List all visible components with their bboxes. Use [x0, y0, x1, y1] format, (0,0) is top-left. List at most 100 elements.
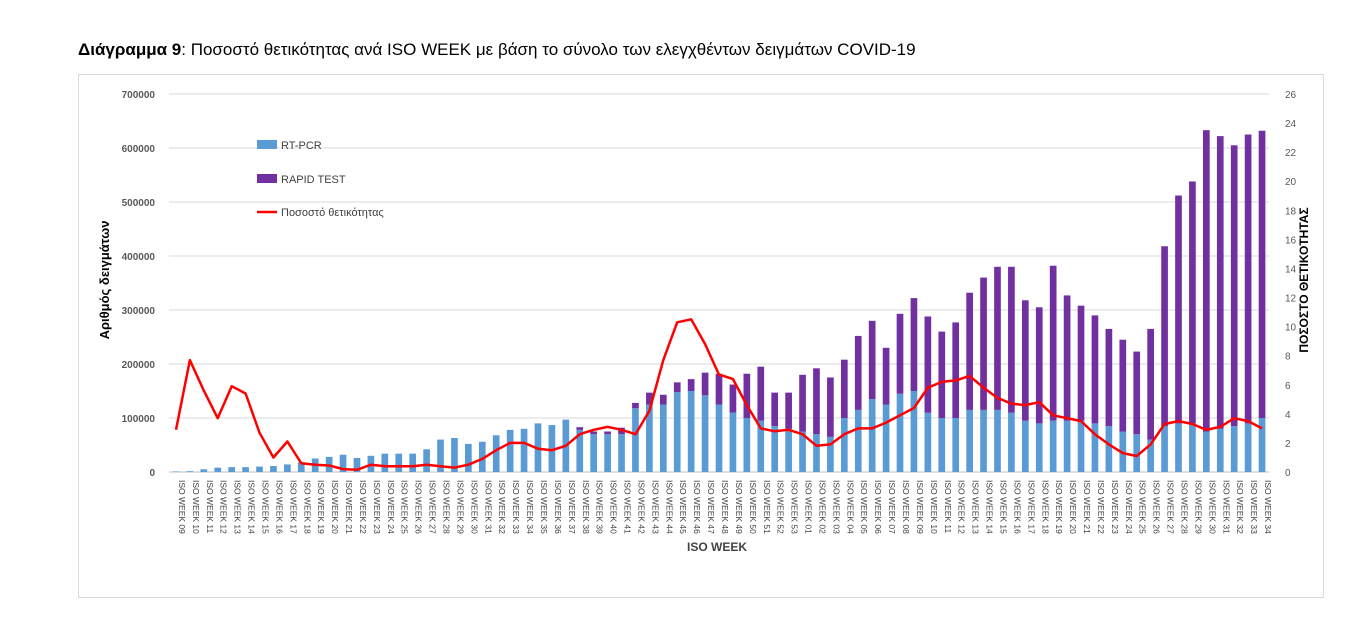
bar-rt-pcr: [799, 431, 806, 472]
bar-rt-pcr: [256, 466, 263, 472]
x-tick-label: ISO WEEK 36: [553, 480, 563, 534]
bar-rt-pcr: [1008, 412, 1015, 472]
bar-rt-pcr: [186, 471, 194, 472]
bar-rt-pcr: [1021, 420, 1029, 472]
x-tick-label: ISO WEEK 06: [873, 480, 883, 534]
bar-rapid-test: [854, 335, 862, 410]
bar-rt-pcr: [1216, 428, 1224, 472]
bar-rt-pcr: [172, 471, 180, 472]
bar-rt-pcr: [771, 426, 779, 472]
bar-rapid-test: [896, 313, 904, 394]
x-tick-label: ISO WEEK 35: [539, 480, 549, 534]
y2-tick-label: 20: [1285, 177, 1297, 188]
y2-tick-label: 0: [1285, 468, 1291, 479]
bar-rapid-test: [1189, 181, 1196, 424]
y2-tick-label: 12: [1285, 294, 1297, 305]
bar-rt-pcr: [1258, 418, 1266, 472]
y2-axis-title: ΠΟΣΟΣΤΟ ΘΕΤΙΚΟΤΗΤΑΣ: [1297, 207, 1311, 352]
bar-rapid-test: [771, 392, 779, 427]
bar-rt-pcr: [659, 404, 667, 472]
y-tick-label: 500000: [122, 198, 156, 209]
y2-tick-label: 18: [1285, 206, 1297, 217]
y-tick-label: 700000: [122, 90, 156, 101]
bar-rt-pcr: [1035, 423, 1043, 472]
bar-rt-pcr: [757, 420, 765, 472]
bar-rt-pcr: [353, 457, 361, 472]
bar-rapid-test: [924, 316, 932, 413]
bar-rapid-test: [938, 331, 946, 418]
bar-rt-pcr: [966, 409, 973, 472]
bar-rt-pcr: [590, 434, 598, 472]
bar-rt-pcr: [423, 449, 430, 472]
x-tick-label: ISO WEEK 11: [943, 480, 953, 533]
x-tick-label: ISO WEEK 29: [1193, 480, 1203, 534]
x-tick-label: ISO WEEK 42: [636, 480, 646, 534]
y2-tick-label: 10: [1285, 323, 1297, 334]
bar-rt-pcr: [1244, 423, 1252, 472]
bar-rapid-test: [1063, 295, 1071, 421]
bar-rt-pcr: [827, 436, 834, 472]
x-axis-title: ISO WEEK: [687, 540, 747, 554]
x-tick-label: ISO WEEK 13: [233, 480, 243, 534]
legend-label: RT-PCR: [281, 140, 322, 152]
legend: RT-PCR RAPID TEST Ποσοστό θετικότητας: [257, 140, 384, 219]
bar-rapid-test: [952, 322, 960, 418]
y2-tick-label: 24: [1285, 119, 1297, 130]
x-tick-label: ISO WEEK 09: [915, 480, 925, 534]
bar-rapid-test: [715, 373, 723, 405]
x-tick-label: ISO WEEK 20: [330, 480, 340, 534]
bar-rapid-test: [576, 427, 584, 430]
bar-rt-pcr: [520, 428, 528, 472]
bar-rapid-test: [868, 320, 876, 400]
x-tick-label: ISO WEEK 31: [1221, 480, 1231, 534]
x-tick-label: ISO WEEK 19: [316, 480, 326, 534]
bar-rt-pcr: [409, 453, 417, 472]
x-tick-label: ISO WEEK 10: [191, 480, 201, 534]
chart-frame: 0 100000 200000 300000 400000 500000 600000 700…: [78, 74, 1324, 598]
bar-rapid-test: [882, 347, 890, 405]
bar-rapid-test: [659, 394, 667, 405]
combo-chart: 0 100000 200000 300000 400000 500000 600000 700…: [97, 90, 1311, 554]
bar-rt-pcr: [882, 404, 890, 472]
x-tick-label: ISO WEEK 40: [609, 480, 619, 534]
bar-rapid-test: [1161, 246, 1168, 427]
x-tick-label: ISO WEEK 34: [1263, 480, 1273, 534]
bar-rt-pcr: [200, 469, 208, 472]
bar-rt-pcr: [938, 418, 946, 472]
y2-tick-label: 26: [1285, 90, 1297, 101]
x-tick-label: ISO WEEK 27: [428, 480, 438, 534]
x-tick-label: ISO WEEK 47: [706, 480, 716, 534]
x-tick-label: ISO WEEK 50: [748, 480, 758, 534]
x-tick-label: ISO WEEK 24: [386, 480, 396, 534]
y2-tick-label: 2: [1285, 439, 1291, 450]
bar-rt-pcr: [715, 404, 723, 472]
x-tick-label: ISO WEEK 16: [274, 480, 284, 534]
bar-rt-pcr: [1133, 434, 1141, 472]
bar-rapid-test: [729, 384, 737, 413]
x-tick-label: ISO WEEK 51: [762, 480, 772, 534]
bar-rt-pcr: [548, 425, 556, 472]
x-tick-label: ISO WEEK 25: [1138, 480, 1148, 534]
bar-rapid-test: [1049, 265, 1057, 421]
bar-rt-pcr: [646, 404, 653, 472]
x-tick-label: ISO WEEK 10: [929, 480, 939, 534]
x-tick-label: ISO WEEK 29: [455, 480, 465, 534]
x-tick-label: ISO WEEK 24: [1124, 480, 1134, 534]
bar-rapid-test: [1203, 130, 1210, 432]
bar-rt-pcr: [1105, 426, 1113, 472]
bar-rt-pcr: [840, 418, 848, 472]
bar-rt-pcr: [270, 466, 277, 472]
x-tick-label: ISO WEEK 15: [998, 480, 1008, 534]
bar-rapid-test: [646, 392, 653, 405]
bar-rt-pcr: [465, 443, 472, 472]
x-tick-label: ISO WEEK 23: [372, 480, 382, 534]
x-tick-label: ISO WEEK 05: [859, 480, 869, 534]
y-tick-label: 600000: [122, 144, 156, 155]
bar-rt-pcr: [451, 437, 458, 472]
x-tick-label: ISO WEEK 18: [1040, 480, 1050, 534]
x-tick-label: ISO WEEK 18: [302, 480, 312, 534]
bar-rapid-test: [813, 368, 820, 435]
bar-rapid-test: [1035, 307, 1043, 424]
x-tick-label: ISO WEEK 34: [525, 480, 535, 534]
bar-rapid-test: [1008, 266, 1015, 413]
